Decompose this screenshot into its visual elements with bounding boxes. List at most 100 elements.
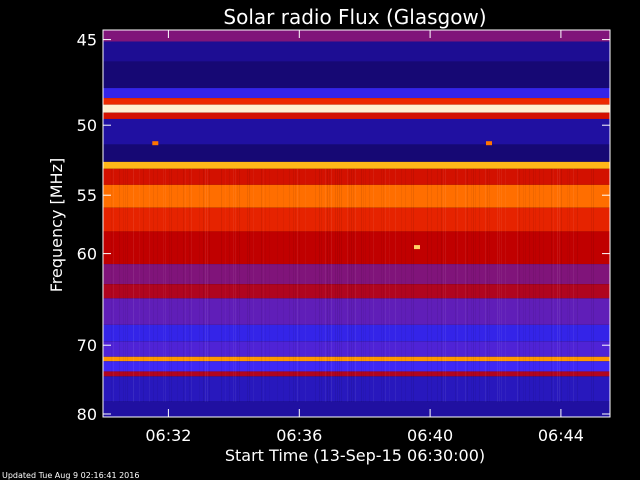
frequency-band-5 [103, 104, 610, 113]
texture-stripe [479, 168, 480, 402]
frequency-band-18 [103, 341, 610, 357]
texture-stripe [143, 168, 144, 402]
texture-stripe [133, 168, 134, 402]
texture-stripe [183, 168, 184, 402]
texture-stripe [471, 169, 472, 402]
texture-stripe [529, 168, 530, 402]
x-tick-label: 06:36 [276, 426, 322, 445]
texture-stripe [229, 168, 230, 402]
texture-stripe [551, 168, 552, 402]
frequency-band-7 [103, 118, 610, 145]
texture-stripe [239, 168, 240, 402]
frequency-band-17 [103, 324, 610, 342]
frequency-band-23 [103, 401, 610, 417]
plot-area [102, 29, 611, 418]
frequency-band-10 [103, 168, 610, 185]
texture-stripe [125, 169, 126, 402]
texture-stripe [225, 169, 226, 402]
frequency-band-22 [103, 376, 610, 402]
texture-stripe [361, 168, 362, 402]
frequency-band-6 [103, 112, 610, 119]
texture-stripe [111, 169, 112, 402]
x-tick-label: 06:32 [145, 426, 191, 445]
y-axis-label: Frequency [MHz] [47, 158, 66, 292]
texture-stripe [573, 168, 574, 402]
texture-stripe [329, 168, 330, 402]
texture-stripe [163, 168, 164, 402]
texture-stripe [533, 168, 534, 402]
texture-stripe [523, 169, 524, 402]
texture-stripe [569, 168, 570, 402]
texture-stripe [465, 168, 466, 402]
texture-stripe [263, 169, 264, 402]
texture-stripe [591, 168, 592, 402]
plot-frame [102, 29, 611, 418]
x-axis: 06:32 06:36 06:40 06:44 [145, 30, 584, 445]
texture-stripe [205, 168, 206, 402]
texture-stripe [265, 169, 266, 402]
texture-stripe [315, 168, 316, 402]
texture-stripe [203, 168, 204, 402]
texture-stripe [381, 168, 382, 402]
texture-stripe [283, 169, 284, 402]
frequency-band-14 [103, 264, 610, 285]
texture-stripe [347, 168, 348, 402]
texture-stripe [561, 168, 562, 402]
x-axis-label: Start Time (13-Sep-15 06:30:00) [225, 446, 485, 465]
frequency-band-2 [103, 61, 610, 89]
frequency-band-15 [103, 284, 610, 299]
texture-stripe [557, 168, 558, 402]
frequency-band-9 [103, 161, 610, 169]
frequency-band-21 [103, 371, 610, 377]
texture-stripe [221, 168, 222, 402]
frequency-band-12 [103, 207, 610, 232]
texture-stripe [577, 168, 578, 402]
texture-stripe [395, 168, 396, 402]
frequency-band-8 [103, 144, 610, 162]
texture-stripe [363, 169, 364, 402]
texture-stripe [169, 168, 170, 402]
texture-stripe [501, 168, 502, 402]
texture-stripe [437, 168, 438, 402]
texture-stripe [389, 169, 390, 402]
texture-stripe [351, 168, 352, 402]
texture-stripe [405, 168, 406, 402]
updated-timestamp: Updated Tue Aug 9 02:16:41 2016 [2, 471, 139, 480]
texture-stripe [413, 168, 414, 402]
texture-stripe [235, 168, 236, 402]
texture-stripe [499, 168, 500, 402]
texture-stripe [385, 168, 386, 402]
texture-stripe [199, 169, 200, 402]
frequency-band-16 [103, 298, 610, 325]
burst-1 [152, 141, 159, 146]
texture-stripe [553, 169, 554, 402]
texture-stripe [261, 168, 262, 402]
frequency-band-20 [103, 361, 610, 372]
texture-stripe [475, 168, 476, 402]
texture-stripe [149, 168, 150, 402]
texture-stripe [519, 168, 520, 402]
texture-stripe [207, 168, 208, 402]
frequency-band-1 [103, 41, 610, 62]
texture-stripe [401, 168, 402, 402]
texture-stripe [539, 168, 540, 402]
x-tick-label: 06:44 [538, 426, 584, 445]
texture-stripe [293, 168, 294, 402]
texture-stripe [269, 169, 270, 402]
texture-stripe [517, 168, 518, 402]
texture-stripe [505, 168, 506, 402]
texture-stripe [485, 168, 486, 402]
texture-stripe [441, 168, 442, 402]
texture-stripe [171, 168, 172, 402]
x-tick-label: 06:40 [407, 426, 453, 445]
texture-stripe [489, 168, 490, 402]
y-tick-label: 60 [77, 245, 97, 264]
texture-stripe [123, 168, 124, 402]
texture-stripe [249, 168, 250, 402]
chart-title: Solar radio Flux (Glasgow) [223, 5, 486, 29]
texture-stripe [139, 169, 140, 402]
texture-stripe [299, 168, 300, 402]
frequency-band-19 [103, 356, 610, 362]
